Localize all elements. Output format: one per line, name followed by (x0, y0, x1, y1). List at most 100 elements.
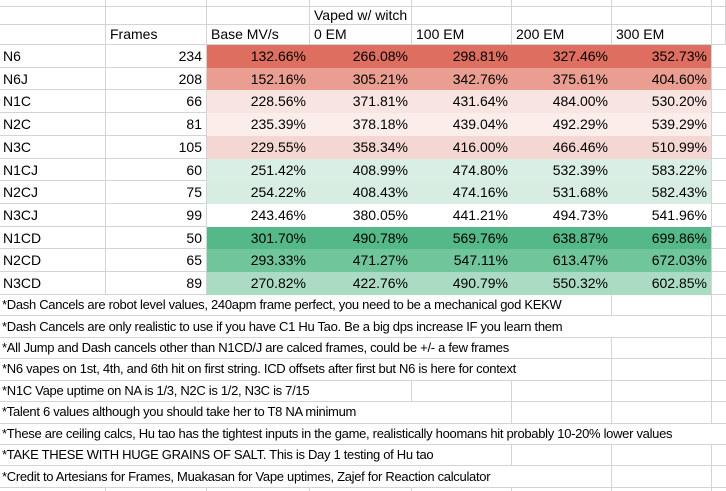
row-label-cell[interactable]: N6J (0, 67, 106, 91)
column-header-base-mvs[interactable]: Base MV/s (207, 25, 310, 45)
value-cell-0em[interactable]: 422.76% (352, 275, 408, 292)
value-cell-base[interactable]: 235.39% (250, 116, 306, 133)
frames-cell[interactable]: 208 (106, 67, 207, 91)
value-cell-200em[interactable]: 484.00% (552, 93, 608, 110)
value-cell-100em[interactable]: 342.76% (452, 70, 508, 87)
value-cell-100em[interactable]: 547.11% (453, 252, 508, 269)
empty-cell[interactable] (512, 7, 612, 25)
column-header-100em[interactable]: 100 EM (412, 25, 512, 45)
value-cell-0em[interactable]: 358.34% (352, 138, 408, 155)
value-cell-200em[interactable]: 531.68% (552, 184, 608, 201)
value-cell-300em[interactable]: 582.43% (651, 184, 707, 201)
value-cell-200em[interactable]: 613.47% (552, 252, 608, 269)
value-cell-200em[interactable]: 638.87% (552, 229, 608, 246)
row-label-cell[interactable]: N1CD (0, 226, 106, 250)
value-cell-200em[interactable]: 550.32% (552, 275, 608, 292)
frames-cell[interactable]: 65 (106, 249, 207, 273)
frames-cell[interactable]: 105 (106, 135, 207, 159)
row-label-cell[interactable]: N1CJ (0, 158, 106, 182)
value-cell-200em[interactable]: 532.39% (552, 161, 608, 178)
value-cell-base[interactable]: 254.22% (250, 184, 306, 201)
value-cell-300em[interactable]: 539.29% (651, 116, 707, 133)
value-cell-0em[interactable]: 266.08% (352, 48, 408, 64)
value-cell-200em[interactable]: 492.29% (552, 116, 608, 133)
value-cell-100em[interactable]: 431.64% (452, 93, 508, 110)
frames-cell[interactable]: 99 (106, 204, 207, 227)
note-text[interactable]: *All Jump and Dash cancels other than N1… (2, 340, 509, 355)
value-cell-base[interactable]: 152.16% (250, 70, 306, 87)
value-cell-0em[interactable]: 471.27% (352, 252, 408, 269)
note-text[interactable]: *Dash Cancels are robot level values, 24… (2, 297, 562, 313)
note-text[interactable]: *TAKE THESE WITH HUGE GRAINS OF SALT. Th… (2, 447, 434, 463)
value-cell-base[interactable]: 229.55% (250, 138, 306, 155)
value-cell-base[interactable]: 228.56% (250, 93, 306, 110)
row-label-cell[interactable]: N3C (0, 135, 106, 159)
empty-cell[interactable] (0, 25, 106, 45)
value-cell-base[interactable]: 243.46% (250, 207, 306, 224)
value-cell-0em[interactable]: 378.18% (352, 116, 408, 133)
column-header-frames[interactable]: Frames (106, 25, 207, 45)
value-cell-300em[interactable]: 583.22% (651, 161, 707, 178)
empty-cell[interactable] (106, 7, 207, 25)
value-cell-200em[interactable]: 327.46% (552, 48, 608, 64)
value-cell-0em[interactable]: 408.43% (352, 184, 408, 201)
row-label-cell[interactable]: N1C (0, 90, 106, 114)
value-cell-300em[interactable]: 530.20% (651, 93, 707, 110)
value-cell-300em[interactable]: 699.86% (651, 229, 707, 246)
value-cell-0em[interactable]: 408.99% (352, 161, 408, 178)
value-cell-200em[interactable]: 375.61% (552, 70, 608, 87)
value-cell-300em[interactable]: 541.96% (651, 207, 707, 224)
column-header-300em[interactable]: 300 EM (612, 25, 712, 45)
value-cell-0em[interactable]: 305.21% (352, 70, 408, 87)
row-label-cell[interactable]: N2CD (0, 249, 106, 273)
column-header-200em[interactable]: 200 EM (512, 25, 612, 45)
value-cell-base[interactable]: 301.70% (250, 229, 306, 246)
value-cell-0em[interactable]: 380.05% (352, 207, 408, 224)
frames-cell[interactable]: 89 (106, 272, 207, 295)
empty-cell[interactable] (412, 7, 512, 25)
value-cell-100em[interactable]: 490.79% (452, 275, 508, 292)
value-cell-100em[interactable]: 416.00% (452, 138, 508, 155)
value-cell-200em[interactable]: 494.73% (552, 207, 608, 224)
value-cell-100em[interactable]: 439.04% (452, 116, 508, 133)
value-cell-100em[interactable]: 569.76% (452, 229, 508, 246)
note-text[interactable]: *These are ceiling calcs, Hu tao has the… (2, 425, 673, 441)
value-cell-300em[interactable]: 672.03% (651, 252, 707, 269)
frames-cell[interactable]: 234 (106, 45, 207, 68)
note-text[interactable]: *Talent 6 values although you should tak… (2, 404, 357, 420)
row-label-cell[interactable]: N3CD (0, 272, 106, 295)
row-label-cell[interactable]: N6 (0, 45, 106, 68)
value-cell-100em[interactable]: 474.16% (452, 184, 508, 201)
value-cell-base[interactable]: 251.42% (250, 161, 306, 178)
empty-cell[interactable] (0, 7, 106, 25)
banner-cell[interactable]: Vaped w/ witch (310, 7, 412, 25)
frames-cell[interactable]: 50 (106, 226, 207, 250)
value-cell-base[interactable]: 270.82% (250, 275, 306, 292)
value-cell-300em[interactable]: 352.73% (651, 48, 707, 64)
value-cell-100em[interactable]: 441.21% (452, 207, 508, 224)
value-cell-100em[interactable]: 474.80% (452, 161, 508, 178)
frames-cell[interactable]: 81 (106, 113, 207, 136)
value-cell-300em[interactable]: 510.99% (651, 138, 707, 155)
note-text[interactable]: *N1C Vape uptime on NA is 1/3, N2C is 1/… (2, 382, 310, 398)
row-label-cell[interactable]: N3CJ (0, 204, 106, 227)
value-cell-0em[interactable]: 371.81% (352, 93, 408, 110)
empty-cell[interactable] (612, 7, 712, 25)
note-text[interactable]: *Credit to Artesians for Frames, Muakasa… (2, 468, 491, 484)
value-cell-300em[interactable]: 602.85% (651, 275, 707, 292)
note-text[interactable]: *Dash Cancels are only realistic to use … (2, 318, 563, 334)
column-header-0em[interactable]: 0 EM (310, 25, 412, 45)
note-text[interactable]: *N6 vapes on 1st, 4th, and 6th hit on fi… (2, 361, 516, 377)
row-label-cell[interactable]: N2C (0, 113, 106, 136)
value-cell-100em[interactable]: 298.81% (452, 48, 508, 64)
value-cell-base[interactable]: 132.66% (250, 48, 306, 64)
frames-cell[interactable]: 75 (106, 181, 207, 205)
empty-cell[interactable] (207, 7, 310, 25)
frames-cell[interactable]: 60 (106, 158, 207, 182)
value-cell-300em[interactable]: 404.60% (651, 70, 707, 87)
frames-cell[interactable]: 66 (106, 90, 207, 114)
value-cell-200em[interactable]: 466.46% (552, 138, 608, 155)
value-cell-base[interactable]: 293.33% (250, 252, 306, 269)
value-cell-0em[interactable]: 490.78% (352, 229, 408, 246)
row-label-cell[interactable]: N2CJ (0, 181, 106, 205)
